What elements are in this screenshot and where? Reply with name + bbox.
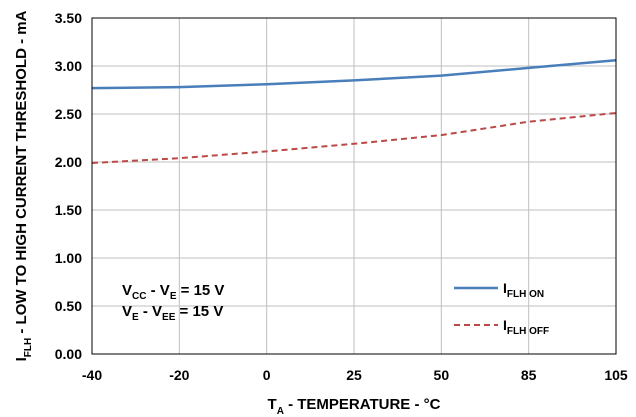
series-lines — [91, 58, 617, 164]
condition-vcc-ve: VCC - VE = 15 V — [122, 282, 224, 302]
condition-vcc-ve-b: - V — [146, 282, 169, 299]
legend: IFLH ON IFLH OFF — [454, 280, 549, 337]
x-axis-title-main: T — [268, 396, 277, 413]
condition-ve-vee: VE - VEE = 15 V — [122, 303, 223, 323]
x-tick-label: -20 — [169, 367, 189, 383]
x-tick-label: 105 — [604, 367, 628, 383]
condition-ve-vee-b: - V — [139, 303, 162, 320]
x-tick-label: 0 — [263, 367, 271, 383]
legend-label-iflh-on-main: I — [503, 280, 507, 296]
x-axis-title-sub: A — [277, 406, 284, 417]
x-axis-title: TA - TEMPERATURE - °C — [268, 396, 441, 417]
condition-ve-vee-c: = 15 V — [175, 303, 223, 320]
condition-vcc-ve-a: V — [122, 282, 132, 299]
condition-ve-vee-b-sub: EE — [162, 312, 176, 323]
legend-label-iflh-off-main: I — [503, 317, 507, 333]
legend-label-iflh-on-sub: FLH ON — [507, 289, 544, 300]
y-tick-label: 0.50 — [55, 298, 82, 314]
condition-ve-vee-a: V — [122, 303, 132, 320]
condition-vcc-ve-c: = 15 V — [176, 282, 224, 299]
x-tick-label: 85 — [521, 367, 537, 383]
y-tick-label: 3.50 — [55, 10, 82, 26]
x-axis-title-rest: - TEMPERATURE - °C — [284, 396, 441, 413]
gridlines — [91, 17, 617, 355]
y-tick-label: 1.00 — [55, 250, 82, 266]
y-axis-title-main: I — [13, 357, 30, 361]
y-tick-label: 3.00 — [55, 58, 82, 74]
x-tick-label: -40 — [82, 367, 102, 383]
y-axis-title-rest: - LOW TO HIGH CURRENT THRESHOLD - mA — [13, 10, 30, 337]
condition-vcc-ve-b-sub: E — [170, 291, 177, 302]
y-axis-title: IFLH - LOW TO HIGH CURRENT THRESHOLD - m… — [13, 10, 34, 361]
y-axis-title-sub: FLH — [23, 338, 34, 357]
y-tick-label: 2.50 — [55, 106, 82, 122]
tick-labels: 0.00 0.50 1.00 1.50 2.00 2.50 3.00 3.50 -40 -20 0 2… — [55, 10, 628, 383]
legend-label-iflh-off: IFLH OFF — [503, 317, 549, 337]
series-line-iflh-off — [91, 112, 617, 164]
legend-label-iflh-off-sub: FLH OFF — [507, 326, 549, 337]
test-conditions-annotation: VCC - VE = 15 V VE - VEE = 15 V — [122, 282, 224, 323]
x-tick-label: 50 — [434, 367, 450, 383]
legend-label-iflh-on: IFLH ON — [503, 280, 544, 300]
y-tick-label: 2.00 — [55, 154, 82, 170]
plot-frame — [91, 17, 617, 355]
y-tick-label: 1.50 — [55, 202, 82, 218]
condition-vcc-ve-a-sub: CC — [132, 291, 146, 302]
condition-ve-vee-a-sub: E — [132, 312, 139, 323]
series-line-iflh-on — [91, 58, 617, 90]
y-tick-label: 0.00 — [55, 346, 82, 362]
x-tick-label: 25 — [346, 367, 362, 383]
